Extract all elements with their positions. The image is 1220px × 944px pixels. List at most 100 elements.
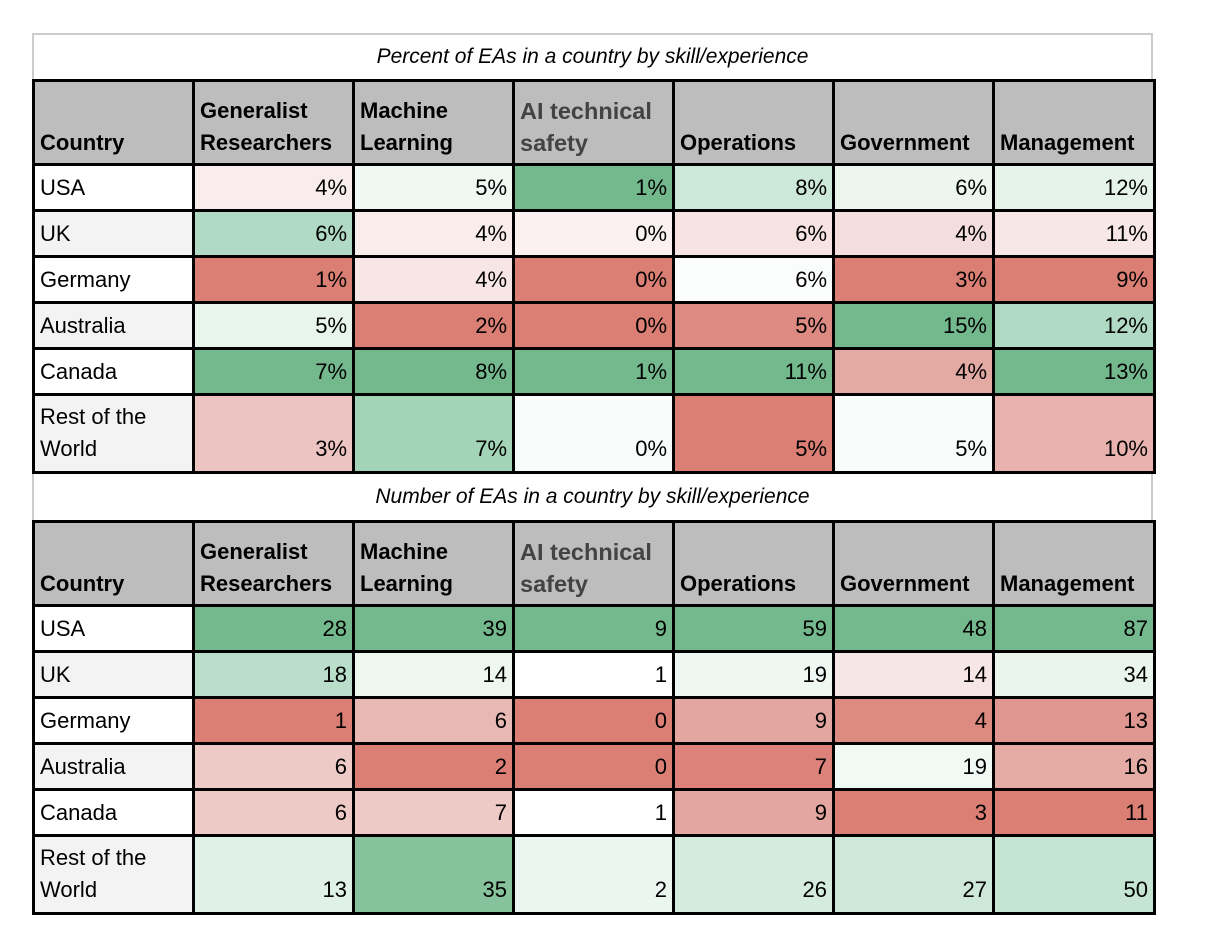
value-cell[interactable]: 8% bbox=[672, 163, 835, 212]
value-cell[interactable]: 9 bbox=[672, 696, 835, 745]
value-cell[interactable]: 0 bbox=[512, 742, 675, 791]
value-cell[interactable]: 11% bbox=[672, 347, 835, 396]
value-cell[interactable]: 6% bbox=[672, 209, 835, 258]
value-cell[interactable]: 19 bbox=[832, 742, 995, 791]
value-cell[interactable]: 6% bbox=[192, 209, 355, 258]
column-header[interactable]: Government bbox=[832, 79, 995, 166]
country-cell[interactable]: Australia bbox=[32, 301, 195, 350]
country-cell[interactable]: USA bbox=[32, 163, 195, 212]
value-cell[interactable]: 12% bbox=[992, 301, 1156, 350]
value-cell[interactable]: 12% bbox=[992, 163, 1156, 212]
value-cell[interactable]: 7 bbox=[672, 742, 835, 791]
value-cell[interactable]: 14 bbox=[832, 650, 995, 699]
value-cell[interactable]: 13 bbox=[992, 696, 1156, 745]
value-cell[interactable]: 4% bbox=[832, 347, 995, 396]
value-cell[interactable]: 28 bbox=[192, 604, 355, 653]
value-cell[interactable]: 2 bbox=[512, 834, 675, 915]
value-cell[interactable]: 0% bbox=[512, 393, 675, 474]
country-cell[interactable]: Canada bbox=[32, 347, 195, 396]
value-cell[interactable]: 1 bbox=[192, 696, 355, 745]
country-cell[interactable]: Rest of the World bbox=[32, 834, 195, 915]
country-cell[interactable]: UK bbox=[32, 209, 195, 258]
value-cell[interactable]: 2 bbox=[352, 742, 515, 791]
column-header-line1: Generalist bbox=[200, 98, 308, 123]
column-header[interactable]: Generalist Researchers bbox=[192, 79, 355, 166]
value-cell[interactable]: 48 bbox=[832, 604, 995, 653]
value-cell[interactable]: 3% bbox=[192, 393, 355, 474]
value-cell[interactable]: 7% bbox=[352, 393, 515, 474]
value-cell[interactable]: 2% bbox=[352, 301, 515, 350]
column-header[interactable]: Generalist Researchers bbox=[192, 520, 355, 607]
value-cell[interactable]: 5% bbox=[832, 393, 995, 474]
value-cell[interactable]: 1% bbox=[512, 347, 675, 396]
value-cell[interactable]: 0% bbox=[512, 301, 675, 350]
value-cell[interactable]: 34 bbox=[992, 650, 1156, 699]
column-header[interactable]: Operations bbox=[672, 79, 835, 166]
column-header[interactable]: Management bbox=[992, 520, 1156, 607]
value-cell[interactable]: 6 bbox=[192, 788, 355, 837]
value-cell[interactable]: 13% bbox=[992, 347, 1156, 396]
value-cell[interactable]: 5% bbox=[672, 301, 835, 350]
country-cell[interactable]: UK bbox=[32, 650, 195, 699]
value-cell[interactable]: 5% bbox=[352, 163, 515, 212]
country-cell[interactable]: Germany bbox=[32, 255, 195, 304]
value-cell[interactable]: 1 bbox=[512, 650, 675, 699]
value-cell[interactable]: 27 bbox=[832, 834, 995, 915]
value-cell[interactable]: 4% bbox=[832, 209, 995, 258]
value-cell[interactable]: 6% bbox=[832, 163, 995, 212]
header-country[interactable]: Country bbox=[32, 520, 195, 607]
country-cell[interactable]: USA bbox=[32, 604, 195, 653]
value-cell[interactable]: 8% bbox=[352, 347, 515, 396]
value-cell[interactable]: 1% bbox=[512, 163, 675, 212]
country-cell[interactable]: Rest of the World bbox=[32, 393, 195, 474]
value-cell[interactable]: 7 bbox=[352, 788, 515, 837]
value-cell[interactable]: 9% bbox=[992, 255, 1156, 304]
value-cell[interactable]: 9 bbox=[512, 604, 675, 653]
value-cell[interactable]: 11 bbox=[992, 788, 1156, 837]
country-cell[interactable]: Germany bbox=[32, 696, 195, 745]
value-cell[interactable]: 14 bbox=[352, 650, 515, 699]
value-cell[interactable]: 9 bbox=[672, 788, 835, 837]
column-header[interactable]: AI technical safety bbox=[512, 520, 675, 607]
country-cell[interactable]: Australia bbox=[32, 742, 195, 791]
value-cell[interactable]: 6% bbox=[672, 255, 835, 304]
value-cell[interactable]: 3 bbox=[832, 788, 995, 837]
value-cell[interactable]: 0% bbox=[512, 255, 675, 304]
value-cell[interactable]: 4 bbox=[832, 696, 995, 745]
column-header[interactable]: AI technical safety bbox=[512, 79, 675, 166]
value-cell[interactable]: 5% bbox=[192, 301, 355, 350]
column-header[interactable]: Machine Learning bbox=[352, 520, 515, 607]
value-cell[interactable]: 13 bbox=[192, 834, 355, 915]
column-header[interactable]: Machine Learning bbox=[352, 79, 515, 166]
column-header[interactable]: Management bbox=[992, 79, 1156, 166]
value-cell[interactable]: 5% bbox=[672, 393, 835, 474]
value-cell[interactable]: 4% bbox=[352, 255, 515, 304]
value-cell[interactable]: 0 bbox=[512, 696, 675, 745]
value-cell[interactable]: 6 bbox=[352, 696, 515, 745]
value-cell[interactable]: 16 bbox=[992, 742, 1156, 791]
value-cell[interactable]: 35 bbox=[352, 834, 515, 915]
value-cell[interactable]: 7% bbox=[192, 347, 355, 396]
value-cell[interactable]: 50 bbox=[992, 834, 1156, 915]
value-cell[interactable]: 0% bbox=[512, 209, 675, 258]
value-cell[interactable]: 4% bbox=[192, 163, 355, 212]
value-cell[interactable]: 6 bbox=[192, 742, 355, 791]
column-header-line2: Researchers bbox=[200, 571, 333, 596]
column-header[interactable]: Operations bbox=[672, 520, 835, 607]
value-cell[interactable]: 1% bbox=[192, 255, 355, 304]
value-cell[interactable]: 11% bbox=[992, 209, 1156, 258]
country-cell[interactable]: Canada bbox=[32, 788, 195, 837]
value-cell[interactable]: 18 bbox=[192, 650, 355, 699]
value-cell[interactable]: 3% bbox=[832, 255, 995, 304]
value-cell[interactable]: 26 bbox=[672, 834, 835, 915]
value-cell[interactable]: 1 bbox=[512, 788, 675, 837]
value-cell[interactable]: 15% bbox=[832, 301, 995, 350]
column-header[interactable]: Government bbox=[832, 520, 995, 607]
value-cell[interactable]: 10% bbox=[992, 393, 1156, 474]
value-cell[interactable]: 39 bbox=[352, 604, 515, 653]
value-cell[interactable]: 87 bbox=[992, 604, 1156, 653]
value-cell[interactable]: 19 bbox=[672, 650, 835, 699]
header-country[interactable]: Country bbox=[32, 79, 195, 166]
value-cell[interactable]: 59 bbox=[672, 604, 835, 653]
value-cell[interactable]: 4% bbox=[352, 209, 515, 258]
